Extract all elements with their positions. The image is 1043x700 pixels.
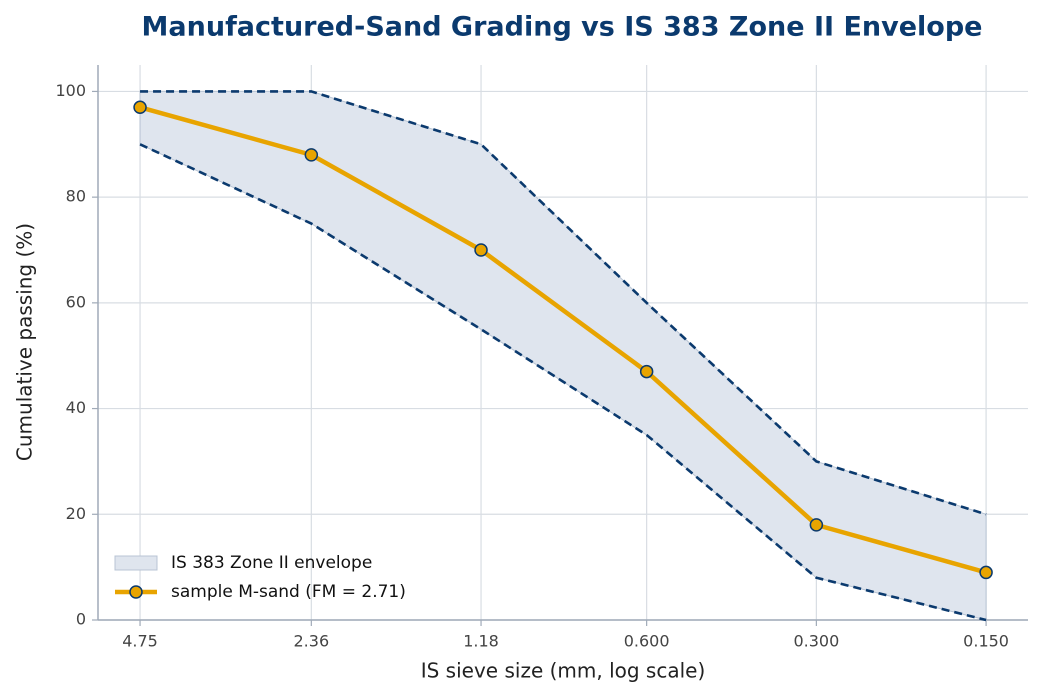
legend-label: sample M-sand (FM = 2.71)	[171, 582, 406, 602]
data-point	[639, 364, 654, 379]
x-tick-label: 1.18	[463, 632, 499, 651]
data-point	[809, 518, 824, 532]
series-line	[139, 105, 987, 575]
y-tick-label: 100	[55, 81, 86, 100]
x-tick-label: 0.600	[624, 632, 670, 651]
x-tick-label: 2.36	[294, 632, 330, 651]
legend-marker	[129, 585, 143, 599]
legend-label: IS 383 Zone II envelope	[171, 553, 372, 573]
data-point	[474, 243, 488, 257]
x-axis-label: IS sieve size (mm, log scale)	[421, 659, 706, 683]
x-tick-label: 0.300	[793, 632, 839, 651]
chart-title: Manufactured-Sand Grading vs IS 383 Zone…	[142, 12, 983, 43]
data-point	[979, 565, 993, 580]
y-tick-label: 20	[66, 504, 86, 523]
y-tick-label: 80	[66, 187, 86, 206]
data-point	[304, 148, 319, 162]
x-tick-label: 0.150	[963, 632, 1009, 651]
x-tick-label: 4.75	[122, 632, 158, 651]
envelope-lower	[139, 143, 987, 622]
data-point	[133, 100, 147, 115]
y-tick-label: 60	[66, 292, 86, 311]
envelope-area	[139, 90, 987, 621]
legend-swatch	[114, 555, 158, 571]
y-tick-label: 0	[76, 610, 86, 629]
y-axis-label: Cumulative passing (%)	[13, 223, 37, 461]
y-tick-label: 40	[66, 398, 86, 417]
